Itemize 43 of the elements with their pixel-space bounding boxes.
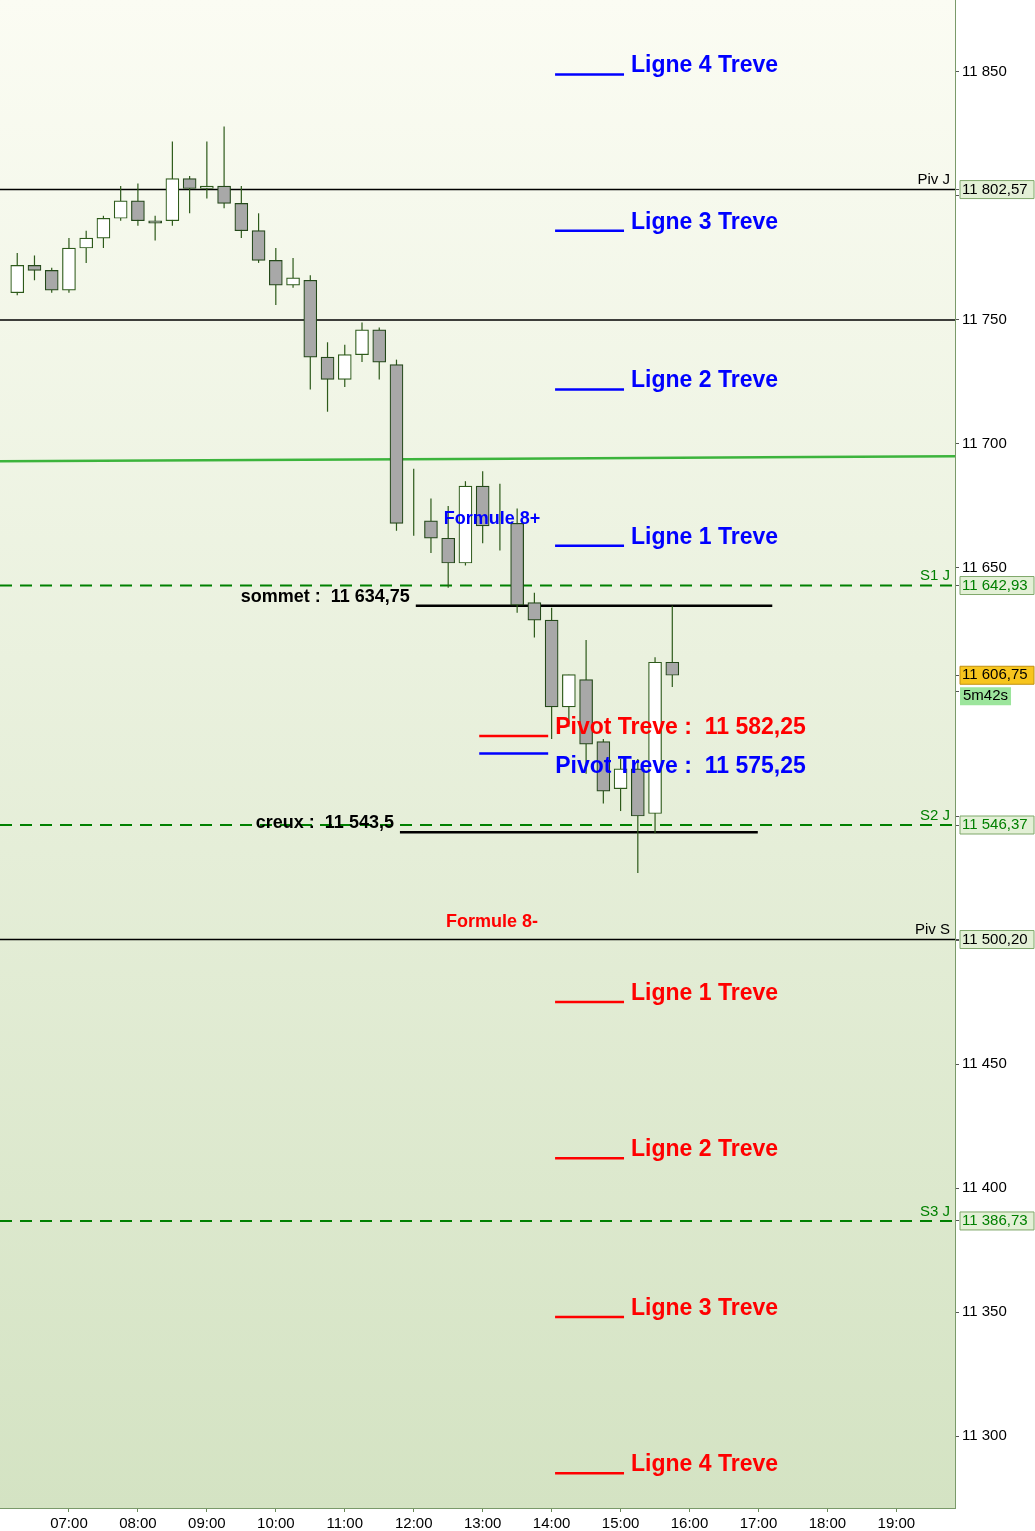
series-label: sommet : 11 634,75 [240, 585, 410, 606]
ref-line-label: S2 J [919, 805, 950, 823]
y-tick-label: 11 450 [962, 1054, 1007, 1072]
y-tick-label: 11 400 [962, 1178, 1007, 1196]
ref-line-label: Piv S [914, 920, 950, 938]
x-tick-label: 12:00 [394, 1514, 433, 1531]
y-tick-label: 11 802,57 [962, 179, 1028, 197]
y-tick-label: 11 350 [962, 1302, 1007, 1320]
x-tick-label: 18:00 [808, 1514, 847, 1531]
x-tick-label: 15:00 [601, 1514, 640, 1531]
x-tick-label: 08:00 [119, 1514, 157, 1531]
series-label: Ligne 4 Treve [631, 51, 779, 78]
y-tick-label: 11 700 [962, 434, 1007, 452]
annotation: Formule 8- [445, 910, 539, 931]
x-tick-label: 14:00 [532, 1514, 571, 1531]
x-tick-label: 10:00 [257, 1514, 295, 1531]
x-tick-label: 11:00 [326, 1514, 363, 1531]
x-tick-label: 17:00 [739, 1514, 778, 1531]
y-tick-label: 11 500,20 [962, 929, 1028, 947]
series-label: Ligne 3 Treve [631, 1294, 779, 1321]
y-tick-label: 11 546,37 [962, 815, 1028, 833]
series-label: Ligne 2 Treve [631, 366, 779, 393]
y-tick-label: 11 386,73 [962, 1211, 1028, 1229]
x-tick-label: 07:00 [50, 1514, 88, 1531]
x-tick-label: 19:00 [877, 1514, 916, 1531]
series-label: Ligne 1 Treve [631, 979, 779, 1006]
y-tick-label: 11 850 [962, 62, 1007, 80]
ref-line-label: S3 J [919, 1201, 950, 1219]
y-tick-label: 11 750 [962, 310, 1007, 328]
x-tick-label: 16:00 [670, 1514, 709, 1531]
ref-line-label: Piv J [917, 170, 950, 188]
series-label: Ligne 1 Treve [631, 522, 779, 549]
y-tick-label: 11 642,93 [962, 575, 1028, 593]
y-tick-label: 11 300 [962, 1426, 1007, 1444]
y-tick-label: 11 606,75 [962, 665, 1028, 683]
ref-line-label: S1 J [919, 566, 950, 584]
text: 5m42s [963, 686, 1009, 704]
x-tick-label: 09:00 [188, 1514, 226, 1531]
y-tick-label: 11 650 [962, 558, 1007, 576]
series-label: Ligne 2 Treve [631, 1135, 779, 1162]
series-label: Ligne 3 Treve [631, 207, 779, 234]
series-label: Ligne 4 Treve [631, 1450, 779, 1477]
x-tick-label: 13:00 [463, 1514, 502, 1531]
